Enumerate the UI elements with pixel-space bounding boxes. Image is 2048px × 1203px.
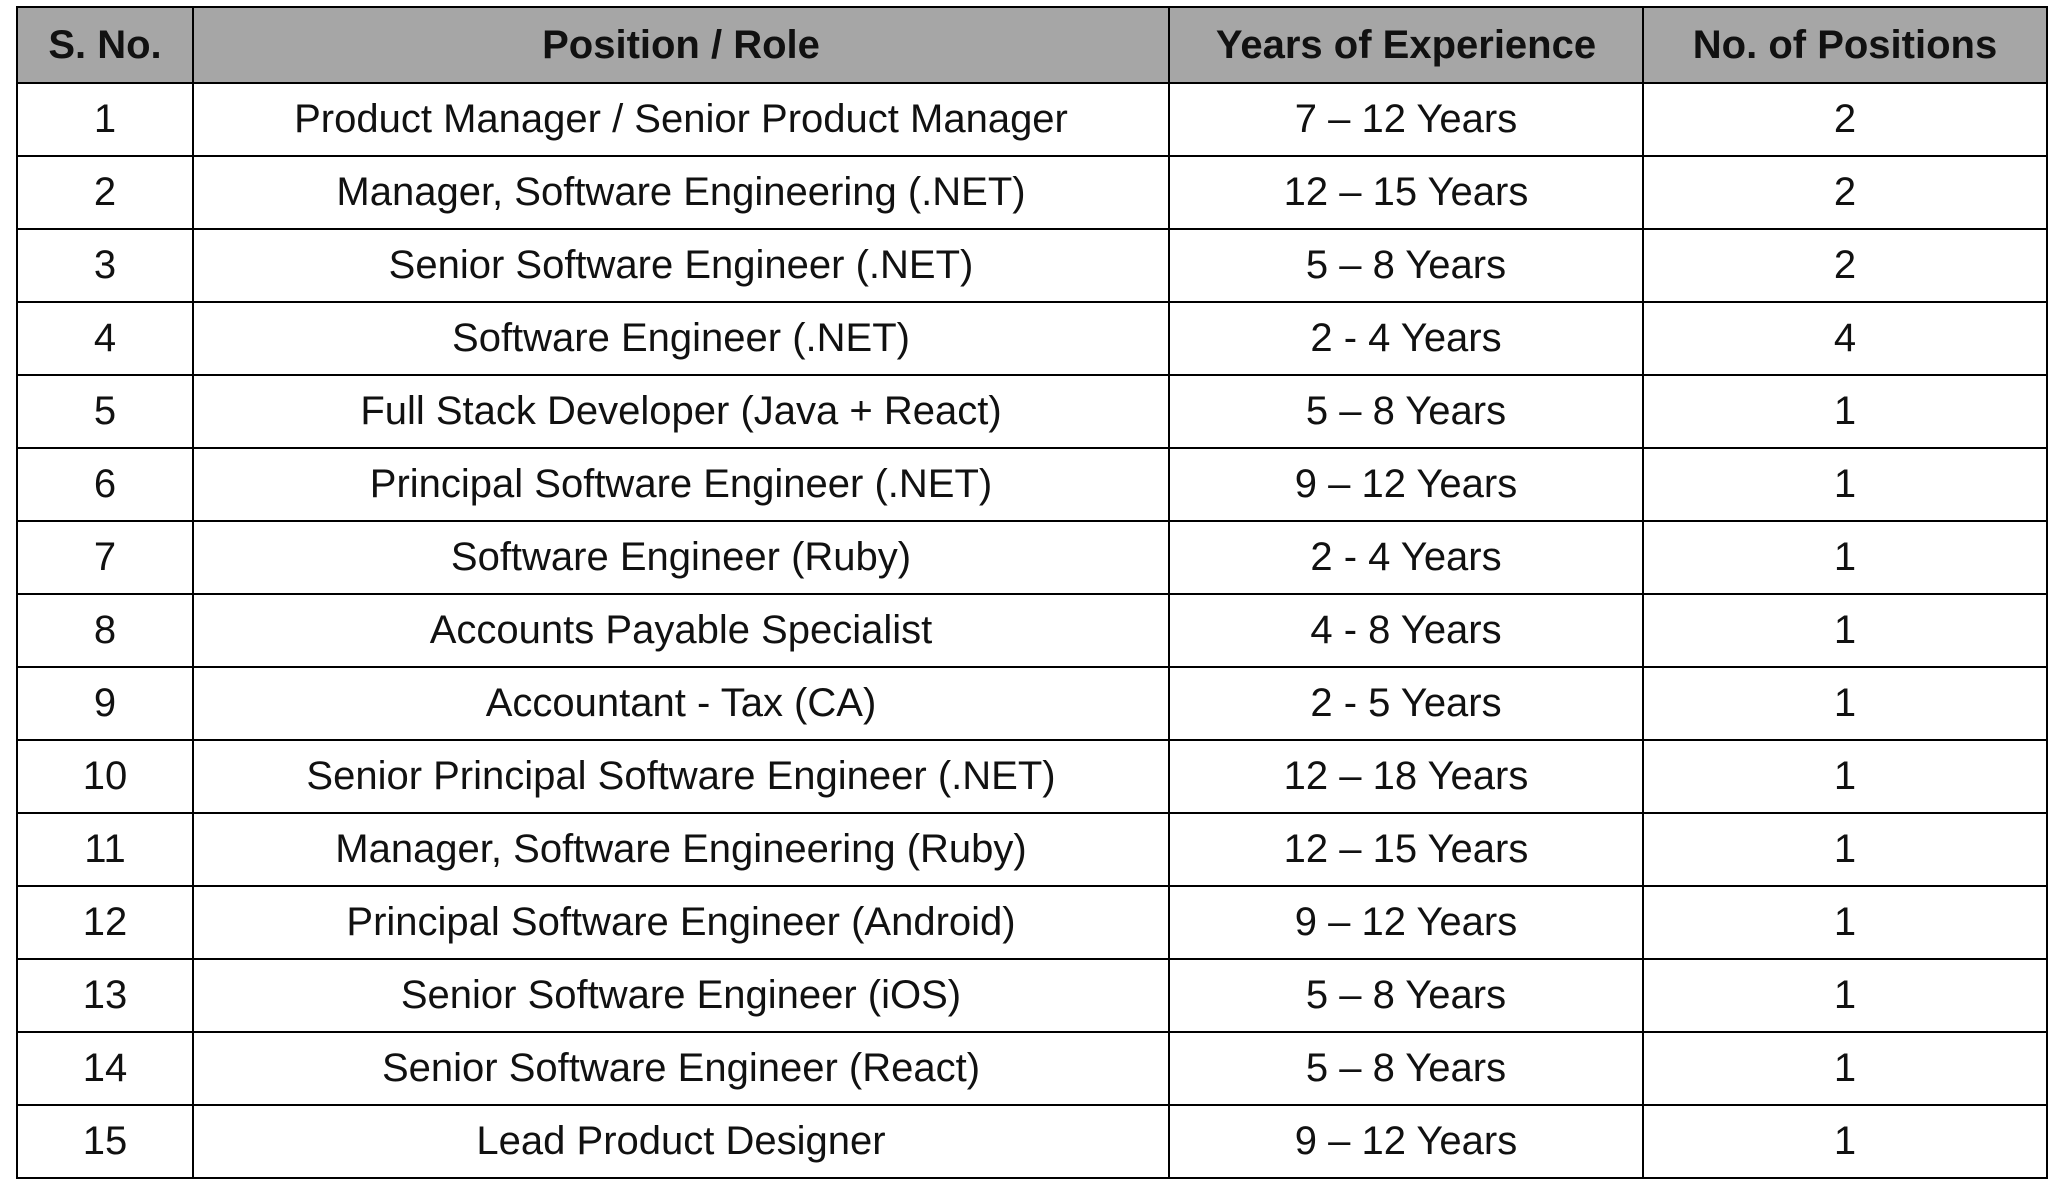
table-row: 4 Software Engineer (.NET) 2 - 4 Years 4 — [16, 301, 2048, 376]
table-row: 14 Senior Software Engineer (React) 5 – 8 … — [16, 1031, 2048, 1106]
serial-number-cell: 2 — [16, 155, 194, 230]
position-role-cell: Full Stack Developer (Java + React) — [192, 374, 1170, 449]
number-of-positions-cell: 2 — [1642, 228, 2048, 303]
positions-table: S. No. Position / Role Years of Experience… — [16, 6, 2048, 1179]
header-row: S. No. Position / Role Years of Experience… — [16, 6, 2048, 84]
serial-number-cell: 7 — [16, 520, 194, 595]
number-of-positions-cell: 2 — [1642, 82, 2048, 157]
position-role-cell: Principal Software Engineer (.NET) — [192, 447, 1170, 522]
number-of-positions-cell: 1 — [1642, 520, 2048, 595]
number-of-positions-cell: 1 — [1642, 447, 2048, 522]
position-role-cell: Manager, Software Engineering (Ruby) — [192, 812, 1170, 887]
years-of-experience-cell: 2 - 4 Years — [1168, 520, 1644, 595]
table-row: 9 Accountant - Tax (CA) 2 - 5 Years 1 — [16, 666, 2048, 741]
table-row: 7 Software Engineer (Ruby) 2 - 4 Years 1 — [16, 520, 2048, 595]
number-of-positions-cell: 1 — [1642, 666, 2048, 741]
table-row: 11 Manager, Software Engineering (Ruby) 12… — [16, 812, 2048, 887]
years-of-experience-cell: 5 – 8 Years — [1168, 228, 1644, 303]
position-role-cell: Senior Software Engineer (iOS) — [192, 958, 1170, 1033]
position-role-cell: Senior Principal Software Engineer (.NET… — [192, 739, 1170, 814]
column-header: Years of Experience — [1168, 6, 1644, 84]
serial-number-cell: 5 — [16, 374, 194, 449]
years-of-experience-cell: 7 – 12 Years — [1168, 82, 1644, 157]
table-body: 1 Product Manager / Senior Product Manage… — [16, 82, 2048, 1179]
years-of-experience-cell: 4 - 8 Years — [1168, 593, 1644, 668]
table-row: 5 Full Stack Developer (Java + React) 5 – … — [16, 374, 2048, 449]
position-role-cell: Software Engineer (.NET) — [192, 301, 1170, 376]
number-of-positions-cell: 4 — [1642, 301, 2048, 376]
table-row: 12 Principal Software Engineer (Android) 9… — [16, 885, 2048, 960]
position-role-cell: Senior Software Engineer (React) — [192, 1031, 1170, 1106]
serial-number-cell: 8 — [16, 593, 194, 668]
serial-number-cell: 14 — [16, 1031, 194, 1106]
years-of-experience-cell: 12 – 15 Years — [1168, 812, 1644, 887]
serial-number-cell: 11 — [16, 812, 194, 887]
years-of-experience-cell: 2 - 4 Years — [1168, 301, 1644, 376]
serial-number-cell: 4 — [16, 301, 194, 376]
number-of-positions-cell: 1 — [1642, 374, 2048, 449]
years-of-experience-cell: 5 – 8 Years — [1168, 958, 1644, 1033]
serial-number-cell: 15 — [16, 1104, 194, 1179]
number-of-positions-cell: 1 — [1642, 885, 2048, 960]
serial-number-cell: 1 — [16, 82, 194, 157]
position-role-cell: Lead Product Designer — [192, 1104, 1170, 1179]
column-header: S. No. — [16, 6, 194, 84]
number-of-positions-cell: 1 — [1642, 593, 2048, 668]
number-of-positions-cell: 1 — [1642, 1104, 2048, 1179]
position-role-cell: Senior Software Engineer (.NET) — [192, 228, 1170, 303]
position-role-cell: Accounts Payable Specialist — [192, 593, 1170, 668]
column-header: Position / Role — [192, 6, 1170, 84]
table-row: 2 Manager, Software Engineering (.NET) 12 … — [16, 155, 2048, 230]
serial-number-cell: 6 — [16, 447, 194, 522]
table-row: 15 Lead Product Designer 9 – 12 Years 1 — [16, 1104, 2048, 1179]
number-of-positions-cell: 1 — [1642, 958, 2048, 1033]
years-of-experience-cell: 5 – 8 Years — [1168, 374, 1644, 449]
column-header: No. of Positions — [1642, 6, 2048, 84]
years-of-experience-cell: 5 – 8 Years — [1168, 1031, 1644, 1106]
serial-number-cell: 12 — [16, 885, 194, 960]
number-of-positions-cell: 1 — [1642, 739, 2048, 814]
serial-number-cell: 10 — [16, 739, 194, 814]
table-row: 1 Product Manager / Senior Product Manage… — [16, 82, 2048, 157]
years-of-experience-cell: 9 – 12 Years — [1168, 885, 1644, 960]
serial-number-cell: 13 — [16, 958, 194, 1033]
years-of-experience-cell: 2 - 5 Years — [1168, 666, 1644, 741]
table-row: 3 Senior Software Engineer (.NET) 5 – 8 Ye… — [16, 228, 2048, 303]
years-of-experience-cell: 12 – 18 Years — [1168, 739, 1644, 814]
position-role-cell: Accountant - Tax (CA) — [192, 666, 1170, 741]
years-of-experience-cell: 9 – 12 Years — [1168, 447, 1644, 522]
table-row: 13 Senior Software Engineer (iOS) 5 – 8 Ye… — [16, 958, 2048, 1033]
serial-number-cell: 9 — [16, 666, 194, 741]
position-role-cell: Product Manager / Senior Product Manager — [192, 82, 1170, 157]
serial-number-cell: 3 — [16, 228, 194, 303]
table-row: 6 Principal Software Engineer (.NET) 9 – 1… — [16, 447, 2048, 522]
position-role-cell: Manager, Software Engineering (.NET) — [192, 155, 1170, 230]
number-of-positions-cell: 2 — [1642, 155, 2048, 230]
table-row: 10 Senior Principal Software Engineer (.N… — [16, 739, 2048, 814]
table-row: 8 Accounts Payable Specialist 4 - 8 Years 1 — [16, 593, 2048, 668]
number-of-positions-cell: 1 — [1642, 1031, 2048, 1106]
number-of-positions-cell: 1 — [1642, 812, 2048, 887]
years-of-experience-cell: 12 – 15 Years — [1168, 155, 1644, 230]
years-of-experience-cell: 9 – 12 Years — [1168, 1104, 1644, 1179]
position-role-cell: Principal Software Engineer (Android) — [192, 885, 1170, 960]
position-role-cell: Software Engineer (Ruby) — [192, 520, 1170, 595]
